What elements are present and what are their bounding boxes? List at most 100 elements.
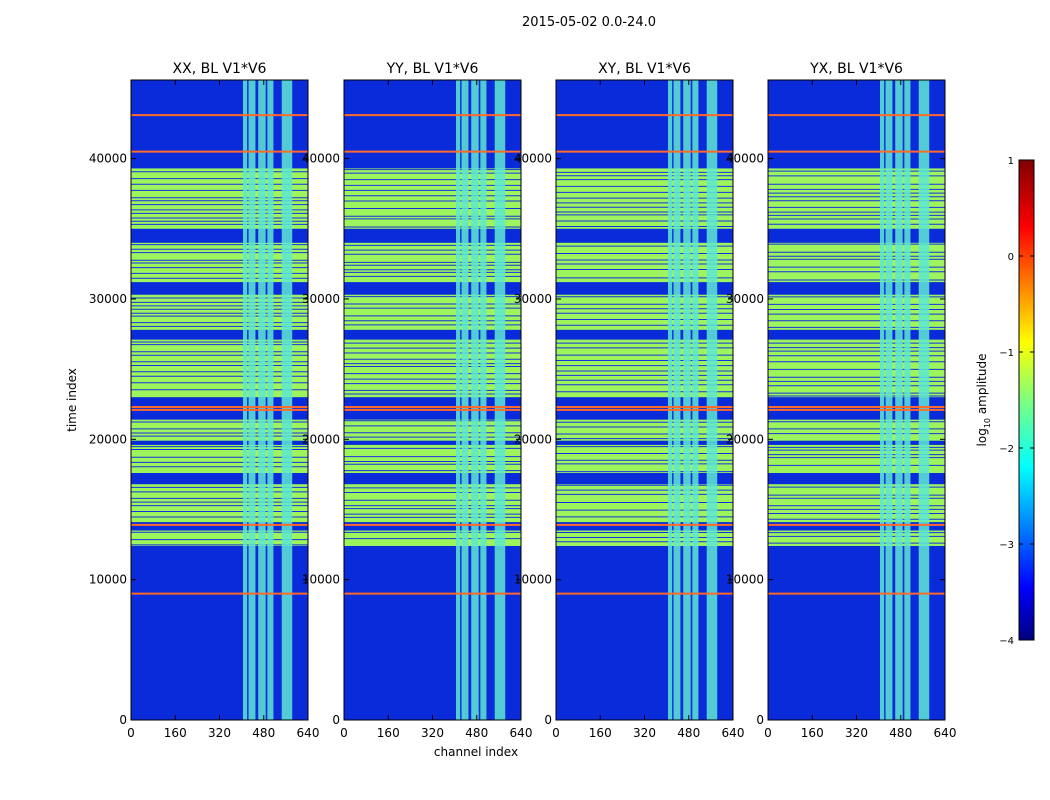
x-tick-label: 480 xyxy=(252,726,275,740)
x-axis-label: channel index xyxy=(434,745,518,759)
y-tick-label: 10000 xyxy=(89,573,127,587)
channel-band xyxy=(918,80,930,720)
y-tick-label: 40000 xyxy=(89,152,127,166)
colorbar-tick-label: −2 xyxy=(999,444,1014,455)
channel-band xyxy=(895,80,903,720)
channel-band xyxy=(673,80,681,720)
channel-band xyxy=(480,80,487,720)
panel-3: YX, BL V1*V6 0 160 320 480 640 0 10000 20000 3000… xyxy=(726,61,957,740)
channel-band xyxy=(461,80,469,720)
y-tick-label: 0 xyxy=(756,713,764,727)
channel-band xyxy=(494,80,506,720)
x-tick-label: 640 xyxy=(934,726,957,740)
plateau-block xyxy=(131,419,308,441)
x-tick-label: 640 xyxy=(722,726,745,740)
x-ticks: 0 160 320 480 640 xyxy=(127,80,319,740)
plateau-block xyxy=(768,242,945,283)
plateau-block xyxy=(344,294,521,330)
plateau-block xyxy=(344,339,521,398)
y-tick-label: 40000 xyxy=(514,152,552,166)
band-group xyxy=(456,80,506,720)
panel-0: XX, BL V1*V6 0 160 320 480 640 0 10000 20000 3000… xyxy=(89,61,320,740)
plateau-block xyxy=(556,419,733,441)
colorbar-label: log10 amplitude xyxy=(975,354,992,447)
plateau-group xyxy=(768,168,945,546)
x-ticks: 0 160 320 480 640 xyxy=(552,80,744,740)
colorbar-ticks: 1 0 −1 −2 −3 −4 xyxy=(999,156,1034,647)
y-tick-label: 30000 xyxy=(514,292,552,306)
y-ticks: 0 10000 20000 30000 40000 xyxy=(514,152,733,727)
x-tick-label: 640 xyxy=(510,726,533,740)
x-ticks: 0 160 320 480 640 xyxy=(764,80,956,740)
colorbar-label-main: log xyxy=(975,428,989,446)
channel-band xyxy=(880,80,885,720)
plateau-block xyxy=(344,484,521,523)
plateau-block xyxy=(768,168,945,229)
x-tick-label: 0 xyxy=(127,726,135,740)
channel-band xyxy=(471,80,479,720)
channel-band xyxy=(248,80,256,720)
plateau-block xyxy=(768,419,945,441)
plateau-block xyxy=(768,339,945,398)
y-tick-label: 20000 xyxy=(726,432,764,446)
y-ticks: 0 10000 20000 30000 40000 xyxy=(89,152,308,727)
panels: XX, BL V1*V6 0 160 320 480 640 0 10000 20000 3000… xyxy=(89,61,957,740)
channel-band xyxy=(683,80,691,720)
panel-title: YY, BL V1*V6 xyxy=(386,61,479,77)
x-tick-label: 640 xyxy=(297,726,320,740)
channel-band xyxy=(692,80,699,720)
colorbar: 10−1−2−3−4 log10 amplitude xyxy=(975,156,1035,647)
figure-title: 2015-05-02 0.0-24.0 xyxy=(522,15,656,30)
plateau-group xyxy=(556,168,733,546)
colorbar-tick-label: −1 xyxy=(999,348,1014,359)
y-ticks: 0 10000 20000 30000 40000 xyxy=(302,152,521,727)
plateau-block xyxy=(131,168,308,229)
panel-2: XY, BL V1*V6 0 160 320 480 640 0 10000 20000 3000… xyxy=(514,61,745,740)
plateau-block xyxy=(556,294,733,330)
plateau-block xyxy=(131,339,308,398)
x-tick-label: 160 xyxy=(164,726,187,740)
hot-rows xyxy=(768,114,945,595)
colorbar-tick-label: −4 xyxy=(999,636,1014,647)
y-tick-label: 10000 xyxy=(514,573,552,587)
y-tick-label: 10000 xyxy=(726,573,764,587)
channel-band xyxy=(904,80,911,720)
channel-band xyxy=(281,80,293,720)
channel-band xyxy=(668,80,673,720)
panel-title: XX, BL V1*V6 xyxy=(173,61,267,77)
colorbar-label-end: amplitude xyxy=(975,354,989,418)
x-tick-label: 480 xyxy=(889,726,912,740)
y-tick-label: 20000 xyxy=(302,432,340,446)
plateau-block xyxy=(768,294,945,330)
y-tick-label: 30000 xyxy=(726,292,764,306)
y-tick-label: 40000 xyxy=(302,152,340,166)
colorbar-gradient xyxy=(1018,159,1035,641)
panel-title: XY, BL V1*V6 xyxy=(598,61,691,77)
channel-band xyxy=(267,80,274,720)
plateau-block xyxy=(344,444,521,473)
plateau-block xyxy=(768,444,945,473)
y-tick-label: 20000 xyxy=(89,432,127,446)
channel-band xyxy=(706,80,718,720)
y-tick-label: 20000 xyxy=(514,432,552,446)
x-tick-label: 480 xyxy=(677,726,700,740)
x-tick-label: 480 xyxy=(465,726,488,740)
channel-band xyxy=(456,80,461,720)
x-tick-label: 320 xyxy=(421,726,444,740)
plateau-block xyxy=(556,444,733,473)
plateau-group xyxy=(131,168,308,546)
x-ticks: 0 160 320 480 640 xyxy=(340,80,532,740)
x-tick-label: 0 xyxy=(552,726,560,740)
plateau-block xyxy=(556,339,733,398)
plateau-block xyxy=(768,484,945,523)
y-tick-label: 40000 xyxy=(726,152,764,166)
x-tick-label: 0 xyxy=(340,726,348,740)
plateau-block xyxy=(344,168,521,229)
y-tick-label: 10000 xyxy=(302,573,340,587)
panel-title: YX, BL V1*V6 xyxy=(809,61,903,77)
y-tick-label: 30000 xyxy=(89,292,127,306)
y-tick-label: 0 xyxy=(332,713,340,727)
plateau-group xyxy=(344,168,521,546)
x-tick-label: 320 xyxy=(633,726,656,740)
x-tick-label: 320 xyxy=(208,726,231,740)
